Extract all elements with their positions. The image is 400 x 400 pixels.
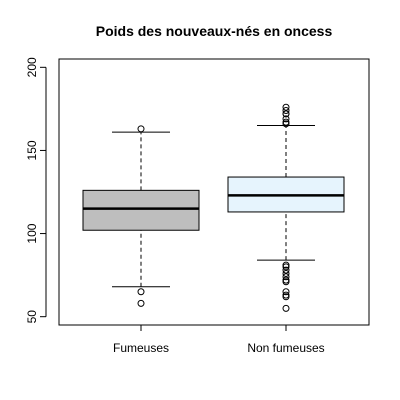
outlier-point (282, 273, 290, 281)
outlier-point (282, 103, 290, 111)
outlier-point (282, 266, 290, 274)
x-axis: Fumeuses Non fumeuses (113, 324, 325, 355)
box-iqr (82, 189, 200, 231)
outlier-point (282, 269, 290, 277)
outlier-point (282, 293, 290, 301)
outlier-point (282, 120, 290, 128)
outlier-point (137, 288, 145, 296)
outlier-point (282, 288, 290, 296)
outlier-point (282, 304, 290, 312)
y-tick-label: 150 (25, 140, 39, 160)
outlier-point (282, 110, 290, 118)
y-tick-label: 50 (25, 310, 39, 324)
box-non-fumeuses (227, 103, 345, 312)
outlier-point (137, 299, 145, 307)
y-tick-label: 100 (25, 223, 39, 243)
x-tick-label: Non fumeuses (247, 341, 324, 355)
outlier-point (282, 263, 290, 271)
y-axis: 50 100 150 200 (25, 57, 47, 324)
outlier-point (282, 115, 290, 123)
y-tick-label: 200 (25, 57, 39, 77)
boxes-group (82, 103, 345, 312)
x-tick-label: Fumeuses (113, 341, 169, 355)
box-fumeuses (82, 125, 200, 307)
outlier-point (282, 278, 290, 286)
chart-title: Poids des nouveaux-nés en oncess (96, 23, 333, 39)
outlier-point (137, 125, 145, 133)
outlier-point (282, 107, 290, 115)
